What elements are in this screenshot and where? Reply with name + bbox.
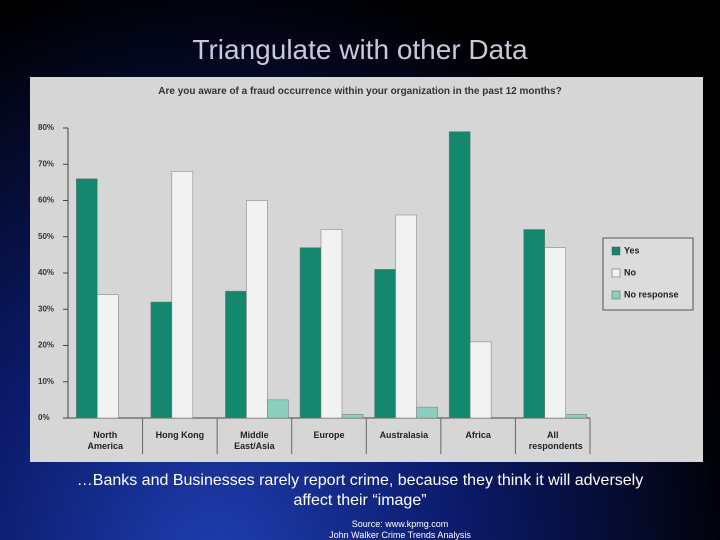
bar: [97, 294, 119, 419]
bar: [267, 399, 289, 419]
bar: [320, 229, 343, 419]
x-tick-box: Hong Kong: [155, 430, 205, 440]
bar: [341, 414, 364, 419]
chart-title: Are you aware of a fraud occurrence with…: [158, 86, 562, 97]
bar: [565, 414, 587, 419]
x-tick-label: North America: [87, 430, 124, 451]
y-tick-label: 40%: [38, 268, 54, 277]
x-tick-box: Australasia: [379, 430, 429, 440]
legend-swatch: [611, 290, 621, 300]
x-tick-box: Europe: [313, 430, 345, 440]
legend-label: No response: [624, 289, 679, 299]
y-tick-label: 30%: [38, 304, 54, 313]
x-tick-label: Middle East/Asia: [234, 430, 275, 451]
y-tick-label: 0%: [38, 413, 50, 422]
y-tick-label: 20%: [38, 341, 54, 350]
legend-swatch: [611, 246, 621, 256]
chart-background: [30, 77, 703, 462]
bar: [395, 214, 417, 419]
bar: [448, 131, 471, 419]
x-tick-box: Africa: [465, 430, 491, 440]
y-tick-label: 80%: [38, 123, 54, 132]
y-tick-label: 10%: [38, 377, 54, 386]
legend-label: No: [624, 267, 636, 277]
y-tick-label: 70%: [38, 159, 54, 168]
bar: [469, 341, 492, 419]
bar: [299, 247, 322, 419]
bar: [544, 247, 566, 419]
x-tick-box: Middle East/Asia: [234, 430, 275, 451]
x-tick-box: North America: [87, 430, 124, 451]
slide-title: Triangulate with other Data: [192, 34, 528, 65]
caption: …Banks and Businesses rarely report crim…: [76, 472, 644, 509]
bar: [374, 269, 396, 419]
x-tick-label: All respondents: [528, 430, 583, 451]
x-tick-label: Hong Kong: [155, 430, 205, 440]
x-tick-label: Australasia: [379, 430, 429, 440]
y-tick-label: 60%: [38, 196, 54, 205]
bar: [246, 200, 268, 419]
bar: [225, 290, 247, 419]
legend-label: Yes: [624, 245, 640, 255]
bar: [416, 406, 438, 419]
bar: [150, 301, 173, 419]
source: Source: www.kpmg.com: [351, 519, 449, 529]
x-tick-label: Africa: [465, 430, 491, 440]
x-tick-label: Europe: [313, 430, 345, 440]
x-tick-box: All respondents: [528, 430, 583, 451]
bar: [76, 178, 98, 419]
legend-swatch: [611, 268, 621, 278]
bar: [171, 171, 194, 419]
bar: [523, 229, 545, 419]
credit: John Walker Crime Trends Analysis: [329, 530, 471, 540]
y-tick-label: 50%: [38, 232, 54, 241]
chart-title-box: Are you aware of a fraud occurrence with…: [158, 86, 562, 97]
